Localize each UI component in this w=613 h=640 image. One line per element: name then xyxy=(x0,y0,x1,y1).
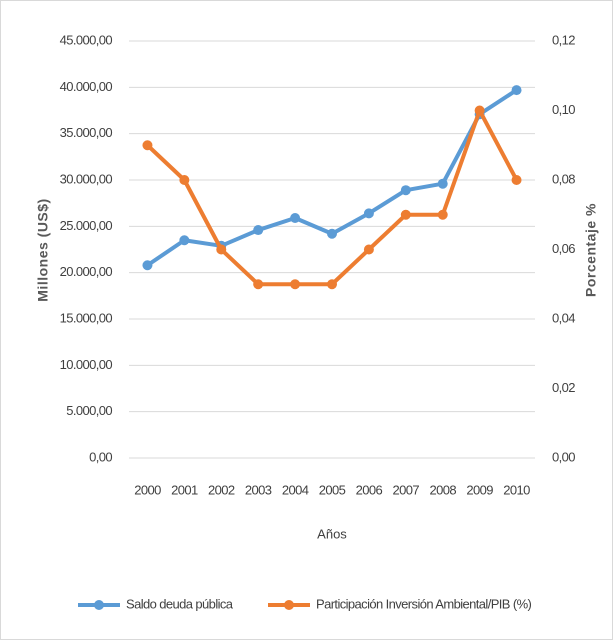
x-axis-title: Años xyxy=(317,526,347,541)
point xyxy=(253,225,264,236)
x-tick-label: 2000 xyxy=(134,482,161,497)
y-tick-label: 30.000,00 xyxy=(60,171,113,186)
x-tick-label: 2005 xyxy=(319,482,346,497)
point xyxy=(216,244,227,255)
point xyxy=(437,209,448,220)
point xyxy=(290,212,301,223)
point xyxy=(179,235,190,246)
point xyxy=(400,209,411,220)
point xyxy=(363,244,374,255)
y2-tick-label: 0,00 xyxy=(552,449,575,464)
point xyxy=(474,105,485,116)
y-tick-label: 45.000,00 xyxy=(60,32,113,47)
x-tick-label: 2002 xyxy=(208,482,235,497)
x-tick-label: 2010 xyxy=(503,482,530,497)
point xyxy=(253,279,264,290)
x-tick-label: 2003 xyxy=(245,482,272,497)
legend-marker xyxy=(94,600,104,610)
y-tick-label: 25.000,00 xyxy=(60,218,113,233)
y-tick-label: 40.000,00 xyxy=(60,79,113,94)
x-tick-label: 2004 xyxy=(282,482,309,497)
x-tick-label: 2006 xyxy=(356,482,383,497)
legend-label: Participación Inversión Ambiental/PIB (%… xyxy=(316,596,532,611)
x-tick-label: 2001 xyxy=(171,482,198,497)
y-tick-label: 10.000,00 xyxy=(60,357,113,372)
y2-axis-title: Porcentaje % xyxy=(583,203,599,297)
point xyxy=(179,175,190,185)
x-tick-label: 2009 xyxy=(466,482,493,497)
y2-tick-label: 0,06 xyxy=(552,241,575,256)
point xyxy=(327,279,337,290)
y2-tick-label: 0,10 xyxy=(552,102,575,117)
y-axis-title: Millones (US$) xyxy=(35,198,51,301)
x-tick-label: 2008 xyxy=(429,482,456,497)
point xyxy=(437,178,448,189)
legend-label: Saldo deuda pública xyxy=(126,596,234,611)
point xyxy=(142,260,153,271)
y-tick-label: 15.000,00 xyxy=(60,310,113,325)
y2-tick-label: 0,12 xyxy=(552,32,575,47)
y-tick-label: 35.000,00 xyxy=(60,125,113,140)
y-tick-label: 20.000,00 xyxy=(60,264,113,279)
y-tick-label: 0,00 xyxy=(89,449,112,464)
point xyxy=(363,208,374,219)
point xyxy=(511,175,522,185)
x-tick-label: 2007 xyxy=(393,482,420,497)
y-tick-label: 5.000,00 xyxy=(66,403,112,418)
y2-tick-label: 0,02 xyxy=(552,380,575,395)
y2-tick-label: 0,04 xyxy=(552,310,575,325)
point xyxy=(142,140,153,151)
point xyxy=(511,85,522,96)
point xyxy=(290,279,301,290)
y2-tick-label: 0,08 xyxy=(552,171,575,186)
point xyxy=(327,228,337,239)
legend-marker xyxy=(284,600,294,610)
point xyxy=(400,185,411,196)
